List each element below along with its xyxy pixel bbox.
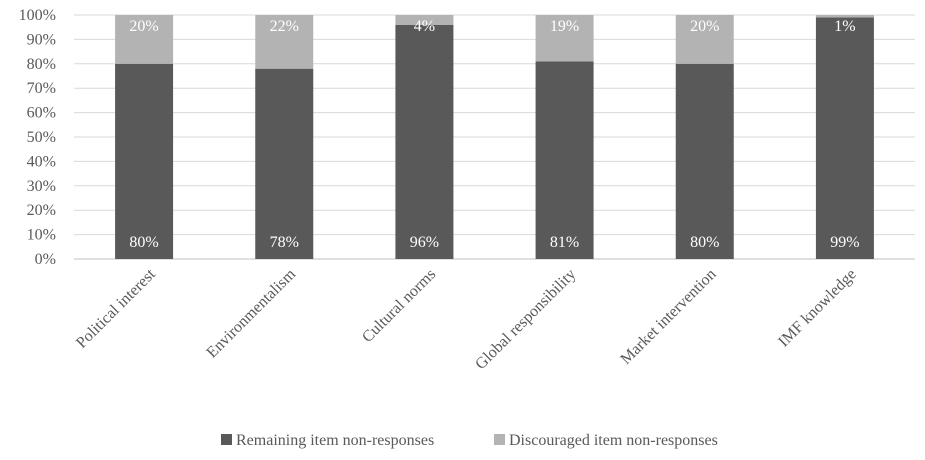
data-label-discouraged: 19% [550, 18, 579, 35]
bar-discouraged [675, 15, 734, 64]
data-label-remaining: 96% [410, 234, 439, 251]
data-label-discouraged: 4% [414, 18, 435, 35]
bar-discouraged [395, 15, 454, 25]
y-tick-label: 20% [27, 202, 56, 219]
bar-remaining [255, 68, 314, 260]
y-tick-label: 30% [27, 178, 56, 195]
bar-discouraged [115, 15, 174, 64]
data-label-remaining: 80% [690, 234, 719, 251]
y-tick-label: 70% [27, 80, 56, 97]
y-tick-label: 40% [27, 153, 56, 170]
y-tick-label: 0% [35, 251, 56, 268]
category-label: Cultural norms [359, 266, 439, 346]
bar-discouraged [535, 15, 594, 62]
bar-discouraged [255, 15, 314, 69]
y-tick-label: 10% [27, 227, 56, 244]
data-label-remaining: 81% [550, 234, 579, 251]
data-label-remaining: 80% [129, 234, 158, 251]
legend-label-discouraged: Discouraged item non-responses [509, 432, 718, 449]
legend-swatch-remaining [221, 434, 232, 445]
category-label: Market intervention [617, 266, 719, 368]
y-tick-label: 50% [27, 129, 56, 146]
bars [115, 15, 874, 260]
data-label-remaining: 78% [270, 234, 299, 251]
bar-remaining [115, 63, 174, 259]
y-tick-label: 60% [27, 105, 56, 122]
y-axis-tick-labels: 0% 10% 20% 30% 40% 50% 60% 70% 80% 90% 100% [19, 7, 56, 268]
category-label: Political interest [73, 265, 159, 351]
category-labels: Political interest Environmentalism Cultur… [73, 265, 860, 373]
legend-label-remaining: Remaining item non-responses [236, 432, 434, 449]
data-label-remaining: 99% [830, 234, 859, 251]
data-label-discouraged: 22% [270, 18, 299, 35]
bar-remaining [675, 63, 734, 259]
data-label-discouraged: 1% [834, 18, 855, 35]
legend: Remaining item non-responses Discouraged… [221, 432, 718, 449]
y-tick-label: 100% [19, 7, 56, 24]
data-label-discouraged: 20% [690, 18, 719, 35]
category-label: IMF knowledge [775, 266, 860, 351]
legend-swatch-discouraged [494, 434, 505, 445]
bar-remaining [535, 61, 594, 259]
y-tick-label: 80% [27, 56, 56, 73]
data-label-discouraged: 20% [129, 18, 158, 35]
gridlines [74, 14, 915, 260]
bar-remaining [395, 24, 454, 260]
category-label: Global responsibility [472, 266, 579, 373]
category-label: Environmentalism [203, 265, 299, 361]
bar-remaining [815, 17, 874, 259]
data-labels: 80% 20% 78% 22% 96% 4% 81% 19% 80% 20% 99% 1% [129, 18, 859, 251]
y-tick-label: 90% [27, 31, 56, 48]
bar-discouraged [815, 15, 874, 18]
